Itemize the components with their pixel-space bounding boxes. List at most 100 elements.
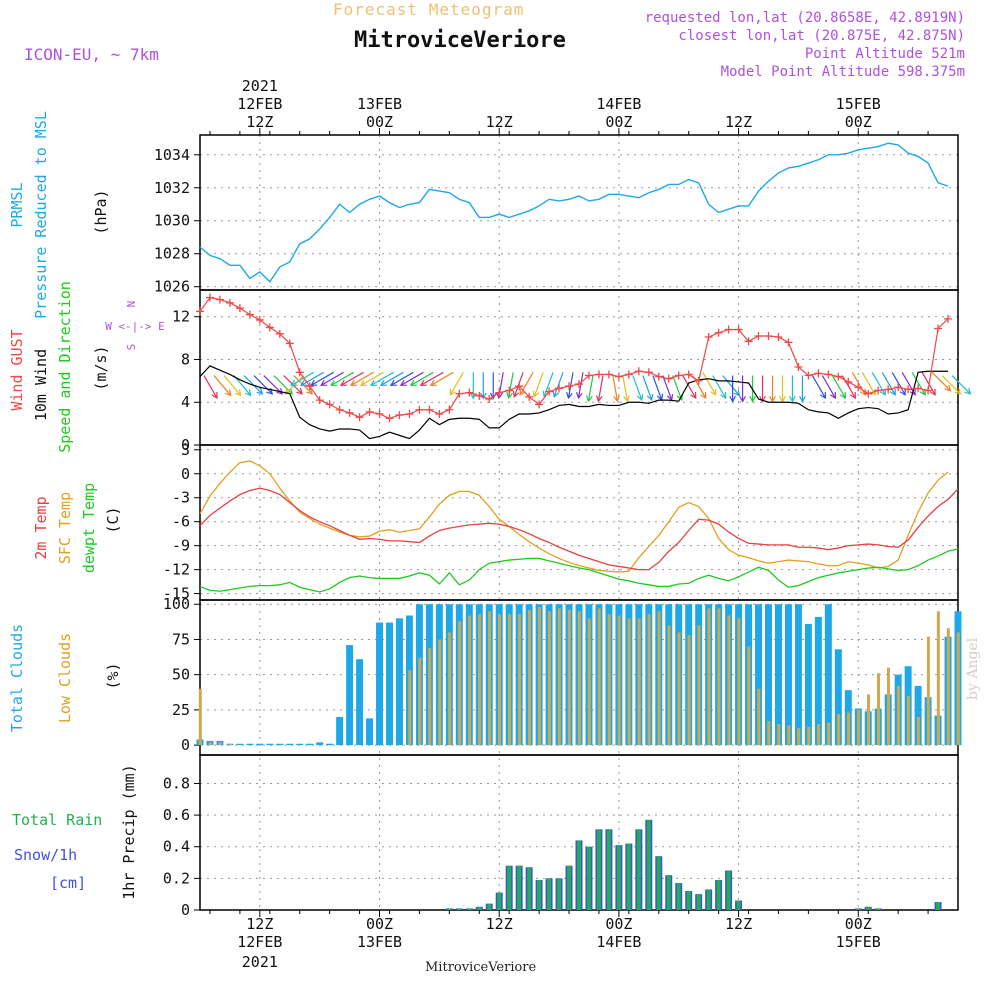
rain-bar — [547, 878, 552, 910]
gust-marker — [395, 411, 404, 420]
rain-bar — [686, 891, 691, 910]
low-cloud-bar — [727, 615, 731, 746]
wind-arrowhead — [585, 395, 593, 403]
wind-arrowhead — [449, 388, 456, 396]
gust-marker — [285, 339, 294, 348]
bottom-date-label: 12FEB — [237, 933, 282, 951]
rain-bar — [447, 908, 452, 910]
wind-arrowhead — [284, 387, 292, 395]
wind-arrow — [682, 375, 697, 399]
gust-marker — [405, 410, 414, 418]
rain-bar — [876, 908, 881, 910]
wind-arrow — [662, 375, 673, 401]
gust-marker — [904, 385, 913, 394]
top-hour-label: 00Z — [605, 113, 632, 131]
total-cloud-bar — [286, 743, 294, 746]
pressure-chart — [199, 142, 949, 283]
low-cloud-bar — [488, 611, 492, 746]
dewpt-line — [199, 548, 959, 593]
gust-marker — [684, 370, 693, 379]
dewpt-label: dewpt Temp — [80, 483, 98, 573]
low-cloud-bar — [647, 614, 651, 746]
gust-marker — [774, 333, 783, 342]
low-cloud-bar — [896, 685, 900, 746]
total-cloud-bar — [794, 604, 802, 746]
rain-bar — [666, 875, 671, 910]
wind-arrow — [722, 375, 740, 396]
wind-arrowhead — [519, 388, 526, 396]
wind-arrowhead — [899, 388, 906, 396]
total-cloud-bar — [784, 604, 792, 746]
top-date-label: 14FEB — [596, 95, 641, 113]
low-cloud-bar — [557, 608, 561, 746]
rain-bar — [656, 856, 661, 910]
wind-arrow — [320, 371, 344, 386]
total-cloud-bar — [824, 604, 832, 746]
low-cloud-bar — [498, 614, 502, 746]
gust-marker — [894, 383, 903, 392]
wind-arrowhead — [300, 379, 308, 386]
wind-arrowhead — [369, 379, 377, 386]
precip-tick-label: 0.8 — [163, 774, 190, 792]
gust-marker — [535, 400, 544, 409]
wind-arrow — [430, 371, 454, 386]
low-cloud-bar — [697, 625, 701, 746]
gust-marker — [944, 314, 953, 323]
wind-arrowhead — [739, 395, 746, 403]
wind-tick-label: 4 — [181, 393, 190, 411]
gust-marker — [794, 362, 803, 371]
gust-marker — [764, 331, 773, 340]
bottom-hour-label: 12Z — [486, 915, 513, 933]
wind-arrowhead — [839, 392, 846, 400]
clouds-tick-label: 0 — [181, 736, 190, 754]
wind-arrow — [692, 375, 707, 399]
gust-marker — [914, 384, 923, 393]
rain-bar — [517, 865, 522, 910]
wind-arrowhead — [595, 395, 603, 403]
gust-marker — [255, 315, 264, 324]
rain-bar — [696, 894, 701, 910]
low-cloud-bar — [946, 628, 950, 746]
low-cloud-bar — [408, 670, 412, 746]
sfc-label: SFC Temp — [56, 492, 74, 564]
rain-legend-label: Total Rain — [12, 811, 102, 829]
gust-marker — [584, 371, 593, 380]
low-cloud-bar — [797, 728, 801, 746]
wind10m-label: 10m Wind — [32, 349, 50, 421]
low-cloud-bar — [458, 621, 462, 746]
grid-layer — [200, 135, 958, 911]
wind-arrow — [821, 375, 836, 399]
low-cloud-bar — [747, 646, 751, 746]
wind-arrow — [203, 375, 218, 399]
pressure-unit-label: (hPa) — [92, 189, 110, 234]
gust-marker — [804, 371, 813, 380]
gust-marker — [485, 395, 494, 404]
top-year-label: 2021 — [242, 77, 278, 95]
low-cloud-bar — [877, 673, 881, 746]
temp-tick-label: -6 — [172, 513, 190, 531]
gust-marker — [295, 368, 304, 377]
low-cloud-bar — [926, 636, 930, 746]
gust-marker — [814, 369, 823, 378]
wind-arrowhead — [799, 395, 806, 403]
gust-marker — [575, 380, 583, 389]
wind-arrow — [622, 375, 629, 402]
wind-arrow — [233, 375, 252, 396]
wind-arrow — [702, 372, 717, 396]
gust-marker — [624, 370, 633, 379]
station-title: MitroviceVeriore — [354, 28, 566, 53]
temp-tick-label: -15 — [163, 585, 190, 603]
wind-arrowhead — [506, 392, 513, 400]
low-cloud-bar — [906, 695, 910, 746]
low-cloud-bar — [567, 609, 571, 746]
gust-marker — [455, 389, 464, 398]
wind-arrowhead — [359, 379, 368, 386]
wind-arrow — [449, 372, 464, 396]
compass-we: W <-|-> E — [105, 320, 165, 333]
rain-bar — [567, 865, 572, 910]
top-hour-label: 12Z — [246, 113, 273, 131]
wind-arrow — [213, 375, 232, 396]
gust-marker — [824, 370, 833, 379]
wind-arrowhead — [349, 379, 358, 386]
wind-arrow — [871, 372, 886, 396]
